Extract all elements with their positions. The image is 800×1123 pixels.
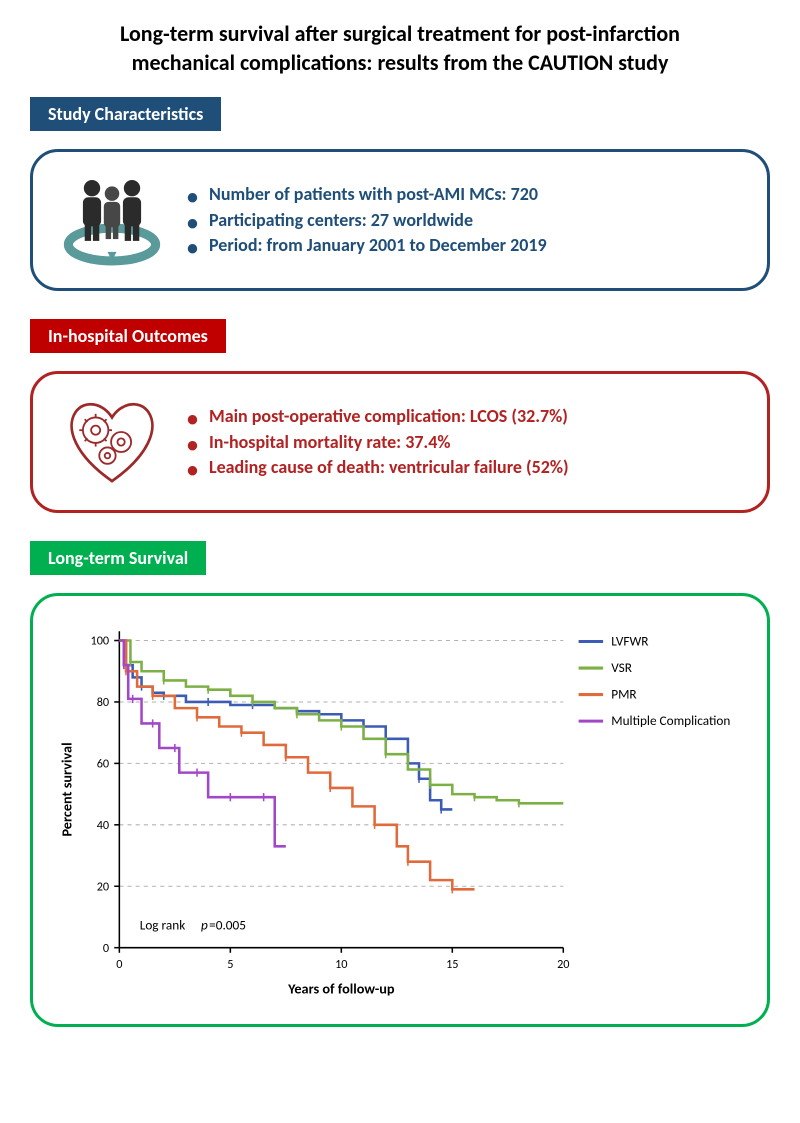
svg-text:PMR: PMR — [611, 686, 636, 703]
svg-text:100: 100 — [91, 634, 110, 649]
people-icon — [57, 170, 167, 270]
svg-text:0: 0 — [103, 941, 109, 956]
svg-text:20: 20 — [557, 957, 569, 972]
section-label-study: Study Characteristics — [30, 97, 221, 131]
section-label-longterm: Long-term Survival — [30, 541, 206, 575]
svg-text:80: 80 — [97, 695, 109, 710]
longterm-box: 0 20 40 60 80 100 0 5 10 15 20 Years of follow-up Pe… — [30, 593, 770, 1027]
inhospital-bullet-0: Main post-operative complication: LCOS (… — [187, 404, 569, 429]
inhospital-box: Main post-operative complication: LCOS (… — [30, 371, 770, 513]
svg-text:40: 40 — [97, 818, 109, 833]
svg-text:Multiple Complication: Multiple Complication — [611, 712, 730, 729]
heart-gear-icon — [57, 392, 167, 492]
title-line2: mechanical complications: results from t… — [132, 49, 669, 76]
study-bullet-2: Period: from January 2001 to December 20… — [187, 233, 547, 258]
svg-text:10: 10 — [335, 957, 347, 972]
inhospital-bullets: Main post-operative complication: LCOS (… — [187, 404, 569, 480]
svg-text:20: 20 — [97, 880, 109, 895]
svg-text:15: 15 — [446, 957, 458, 972]
inhospital-bullet-2: Leading cause of death: ventricular fail… — [187, 455, 569, 480]
svg-text:VSR: VSR — [611, 659, 632, 676]
svg-text:Years of follow-up: Years of follow-up — [287, 980, 395, 998]
svg-text:p: p — [201, 916, 208, 933]
svg-text:0: 0 — [116, 957, 122, 972]
svg-text:Percent survival: Percent survival — [57, 743, 75, 837]
svg-text:=0.005: =0.005 — [209, 916, 246, 933]
svg-text:Log rank: Log rank — [140, 916, 185, 933]
inhospital-bullet-1: In-hospital mortality rate: 37.4% — [187, 430, 569, 455]
page-title: Long-term survival after surgical treatm… — [30, 20, 770, 77]
study-box: Number of patients with post-AMI MCs: 72… — [30, 149, 770, 291]
study-bullet-0: Number of patients with post-AMI MCs: 72… — [187, 182, 547, 207]
section-label-inhospital: In-hospital Outcomes — [30, 319, 226, 353]
title-line1: Long-term survival after surgical treatm… — [120, 20, 680, 47]
svg-text:5: 5 — [227, 957, 233, 972]
study-bullet-1: Participating centers: 27 worldwide — [187, 208, 547, 233]
study-bullets: Number of patients with post-AMI MCs: 72… — [187, 182, 547, 258]
svg-text:LVFWR: LVFWR — [611, 633, 648, 650]
survival-chart: 0 20 40 60 80 100 0 5 10 15 20 Years of follow-up Pe… — [53, 616, 747, 1004]
svg-text:60: 60 — [97, 757, 109, 772]
